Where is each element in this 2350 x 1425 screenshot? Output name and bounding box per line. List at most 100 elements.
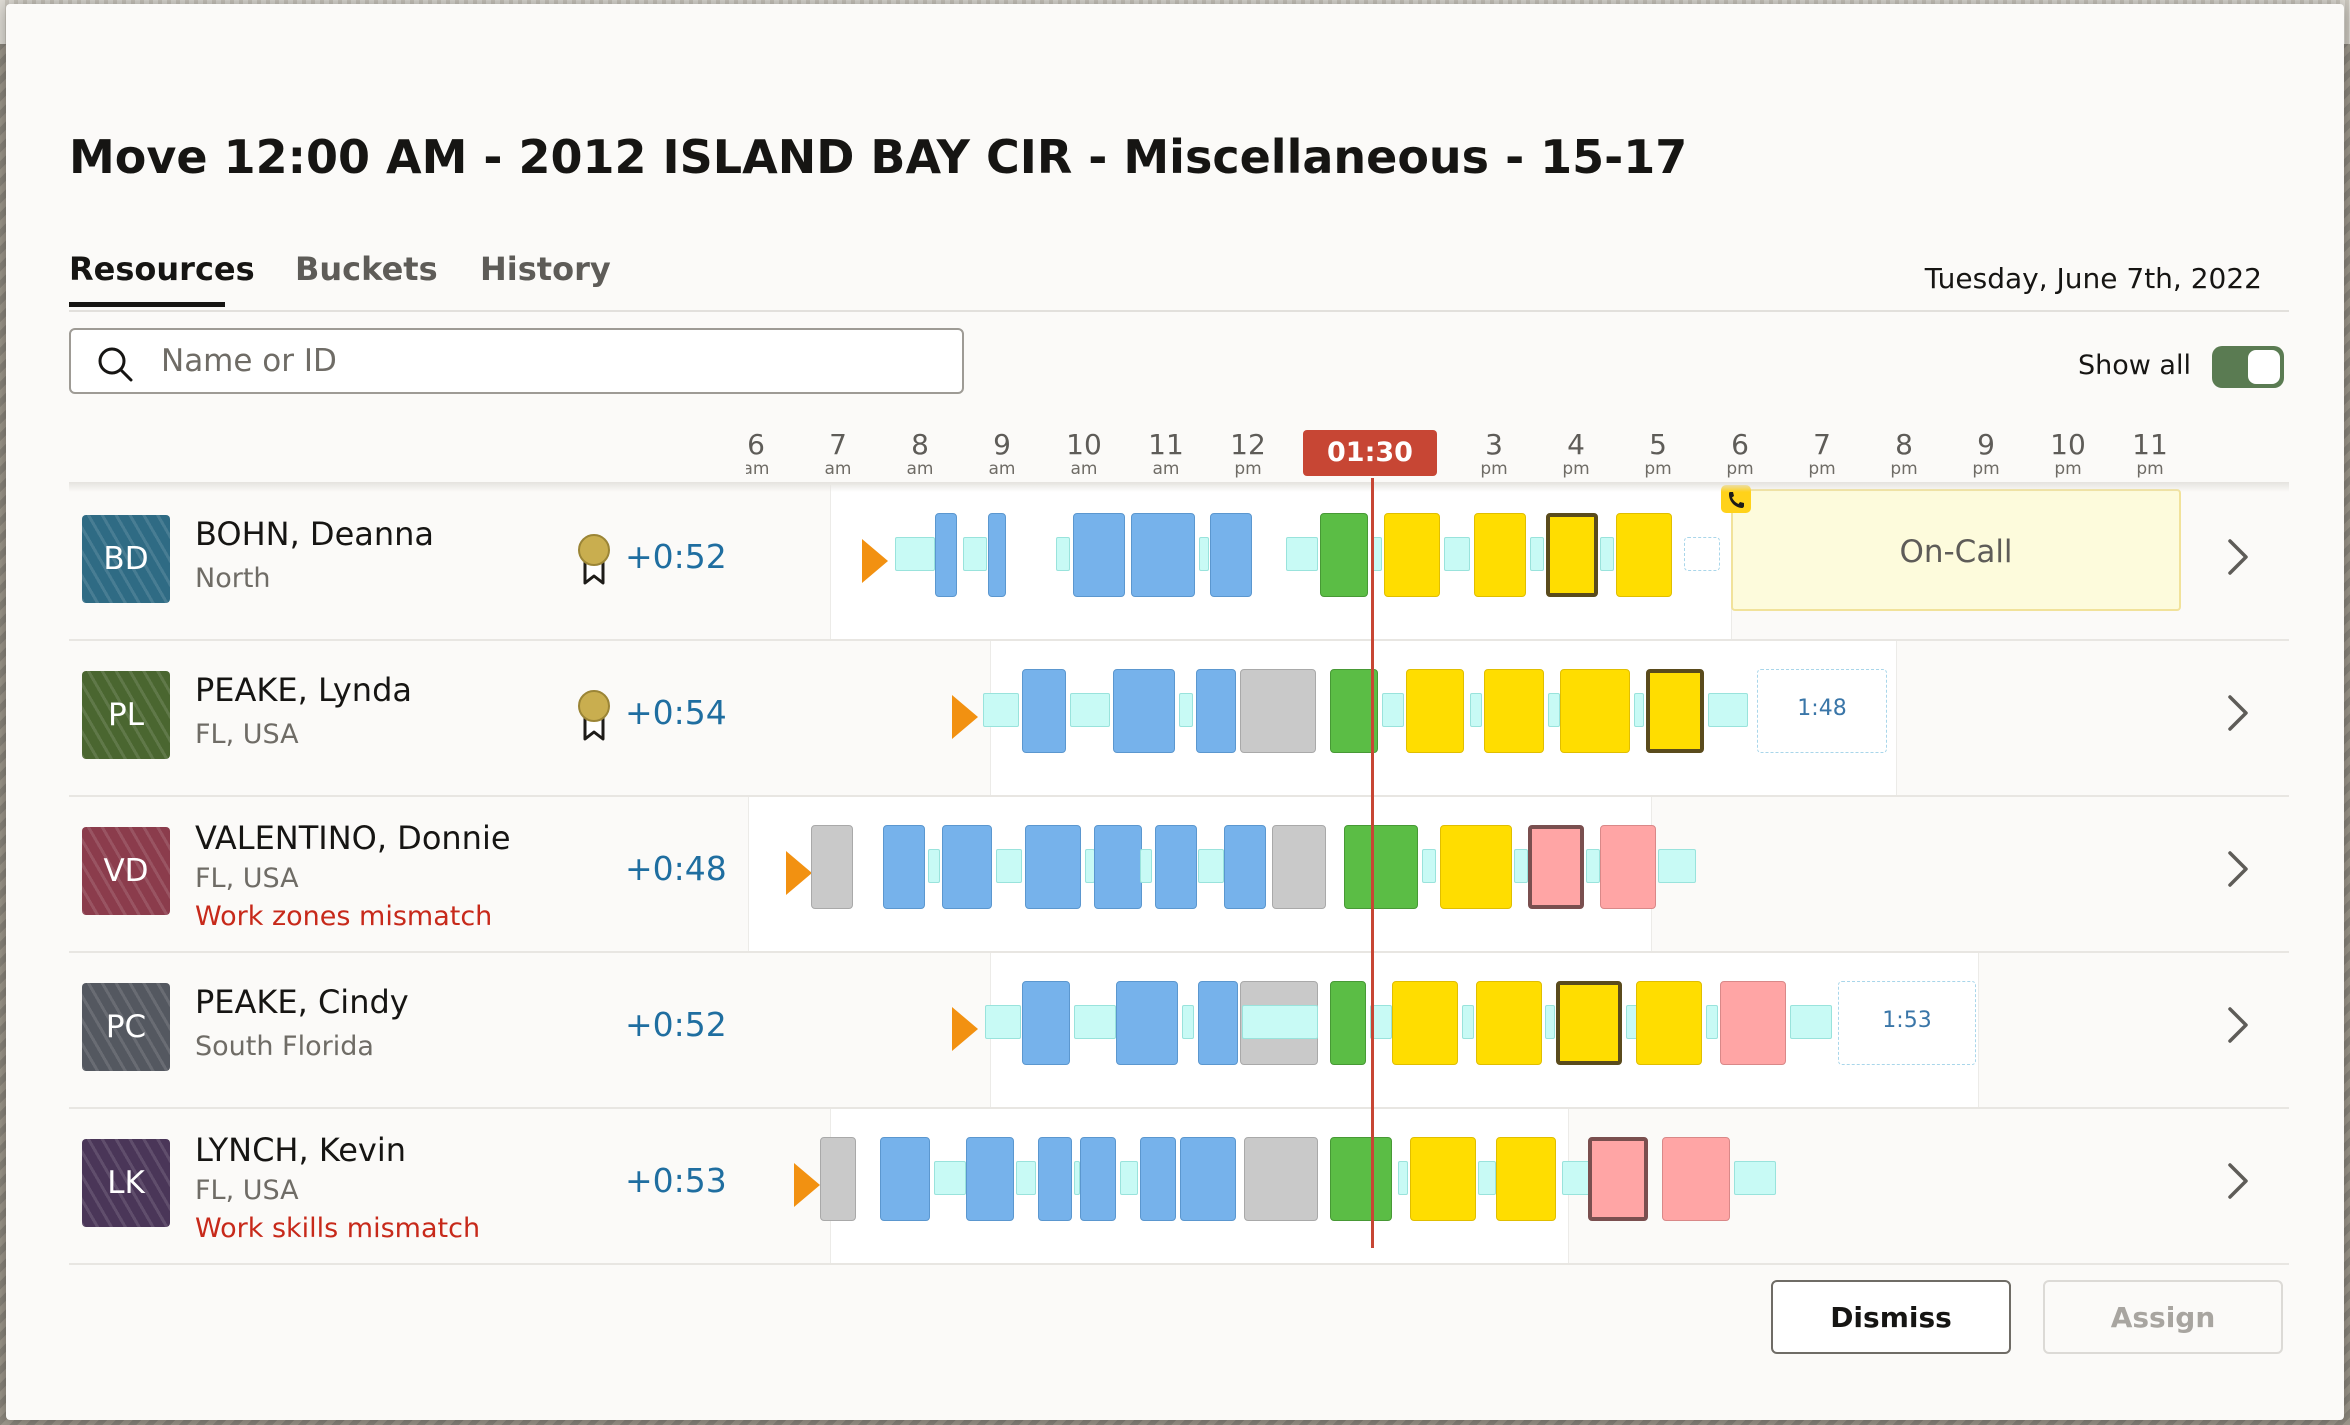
axis-tick: 8 pm [1879,430,1929,478]
activity-block[interactable] [1600,825,1656,909]
activity-block[interactable] [1330,669,1378,753]
tick-ampm: am [988,459,1016,479]
travel-segment [1056,537,1070,571]
tab-buckets[interactable]: Buckets [295,250,438,288]
activity-block[interactable] [1210,513,1252,597]
tick-hour: 6 [747,430,765,461]
activity-block[interactable] [1476,981,1542,1065]
activity-block[interactable] [811,825,853,909]
resource-row[interactable]: VD VALENTINO, Donnie FL, USA Work zones mis… [69,797,2289,953]
activity-block[interactable] [1528,825,1584,909]
activity-block[interactable] [1616,513,1672,597]
activity-block[interactable] [1025,825,1081,909]
activity-block[interactable] [1484,669,1544,753]
award-icon [576,533,612,591]
assign-button[interactable]: Assign [2043,1280,2283,1354]
activity-block[interactable] [1073,513,1125,597]
activity-block[interactable] [1180,1137,1236,1221]
chevron-right-icon[interactable] [2226,693,2250,737]
activity-block[interactable] [1410,1137,1476,1221]
activity-block[interactable] [1546,513,1598,597]
activity-block[interactable] [1406,669,1464,753]
travel-segment [1016,1161,1036,1195]
travel-segment [1120,1161,1138,1195]
activity-block[interactable] [1022,669,1066,753]
activity-block[interactable] [988,513,1006,597]
award-icon [576,689,612,747]
chevron-right-icon[interactable] [2226,849,2250,893]
resource-name[interactable]: PEAKE, Cindy [195,983,409,1021]
resource-name[interactable]: LYNCH, Kevin [195,1131,406,1169]
activity-block[interactable] [1474,513,1526,597]
chevron-right-icon[interactable] [2226,1005,2250,1049]
activity-block[interactable] [1140,1137,1176,1221]
activity-block[interactable] [1198,981,1238,1065]
activity-block[interactable] [1440,825,1512,909]
activity-block[interactable] [1320,513,1368,597]
axis-tick: 7 am [813,430,863,478]
on-call-block[interactable]: On-Call [1731,489,2181,611]
route-start-icon [794,1163,820,1207]
activity-block[interactable] [820,1137,856,1221]
resource-row[interactable]: 1:53 PC PEAKE, Cindy South Florida +0:52 [69,953,2289,1109]
resource-row[interactable]: On-Call BD BOHN, Deanna North +0:52 [69,485,2289,641]
activity-block[interactable] [1392,981,1458,1065]
activity-block[interactable] [1196,669,1236,753]
dismiss-button[interactable]: Dismiss [1771,1280,2011,1354]
header-shadow [69,482,2289,492]
activity-block[interactable] [1330,1137,1392,1221]
activity-block[interactable] [1113,669,1175,753]
travel-segment [1478,1161,1496,1195]
activity-block[interactable] [883,825,925,909]
tick-hour: 6 [1731,430,1749,461]
tab-resources[interactable]: Resources [69,250,255,288]
activity-block[interactable] [1330,981,1366,1065]
activity-block[interactable] [1244,1137,1318,1221]
activity-block[interactable] [1155,825,1197,909]
activity-block[interactable] [1588,1137,1648,1221]
activity-block[interactable] [1496,1137,1556,1221]
activity-block[interactable] [966,1137,1014,1221]
activity-block[interactable] [1720,981,1786,1065]
chevron-right-icon[interactable] [2226,1161,2250,1205]
resource-name[interactable]: PEAKE, Lynda [195,671,412,709]
activity-block[interactable] [1384,513,1440,597]
tick-ampm: pm [1808,459,1836,479]
show-all-toggle[interactable] [2212,346,2284,388]
resource-row[interactable]: LK LYNCH, Kevin FL, USA Work skills mismatc… [69,1109,2289,1265]
travel-segment [928,849,940,883]
resource-location: South Florida [195,1031,374,1062]
activity-block[interactable] [1131,513,1195,597]
travel-segment [1548,693,1560,727]
activity-block[interactable] [1662,1137,1730,1221]
activity-block[interactable] [1636,981,1702,1065]
tick-hour: 7 [829,430,847,461]
activity-block[interactable] [1344,825,1418,909]
toggle-knob [2248,350,2280,384]
travel-segment [1734,1161,1776,1195]
activity-block[interactable] [1272,825,1326,909]
axis-tick: 6 am [746,430,781,478]
resource-row[interactable]: 1:48 PL PEAKE, Lynda FL, USA +0:54 [69,641,2289,797]
activity-block[interactable] [1240,669,1316,753]
activity-block[interactable] [1022,981,1070,1065]
activity-block[interactable] [1560,669,1630,753]
resource-name[interactable]: BOHN, Deanna [195,515,435,553]
activity-block[interactable] [1038,1137,1072,1221]
activity-block[interactable] [1646,669,1704,753]
activity-block[interactable] [935,513,957,597]
activity-block[interactable] [942,825,992,909]
activity-block[interactable] [880,1137,930,1221]
resource-name[interactable]: VALENTINO, Donnie [195,819,511,857]
activity-block[interactable] [1094,825,1142,909]
tab-history[interactable]: History [480,250,611,288]
activity-block[interactable] [1556,981,1622,1065]
chevron-right-icon[interactable] [2226,537,2250,581]
activity-block[interactable] [1080,1137,1116,1221]
axis-tick: 10 pm [2043,430,2093,478]
search-input[interactable] [159,340,943,382]
activity-block[interactable] [1224,825,1266,909]
travel-segment [1444,537,1470,571]
activity-block[interactable] [1116,981,1178,1065]
empty-slot [1684,537,1720,571]
